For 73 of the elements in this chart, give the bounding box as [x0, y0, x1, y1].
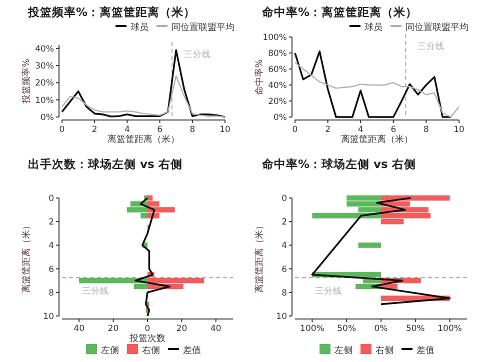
- x-tick-label: 0: [59, 125, 65, 135]
- ref-line-label: 三分线: [315, 286, 342, 297]
- x-tick-label: 20: [108, 324, 119, 334]
- y-tick-label: 0: [48, 194, 54, 204]
- x-tick-label: 20: [176, 324, 188, 334]
- x-tick-label: 0: [144, 324, 150, 334]
- x-tick-label: 40: [210, 324, 222, 334]
- y-tick-label: 10: [276, 312, 287, 322]
- x-axis-title: 离篮筐距离（米）: [341, 134, 413, 145]
- ref-line-label: 三分线: [418, 41, 445, 52]
- y-tick-label: 10%: [35, 96, 54, 106]
- legend-label: 右侧: [142, 345, 160, 356]
- ref-line-label: 三分线: [82, 286, 109, 297]
- y-tick-label: 2: [282, 218, 287, 228]
- x-tick-label: 8: [423, 125, 429, 135]
- x-tick-label: 6: [157, 125, 163, 135]
- x-tick-label: 10: [454, 125, 464, 135]
- y-tick-label: 40%: [268, 81, 287, 91]
- legend-label: 左侧: [334, 345, 352, 356]
- y-axis-title: 命中率%: [254, 58, 265, 95]
- x-tick-label: 10: [220, 125, 230, 135]
- y-tick-label: 30%: [35, 62, 54, 72]
- legend-label: 球员: [364, 22, 382, 33]
- y-tick-label: 0: [282, 194, 287, 204]
- x-tick-label: 0%: [374, 324, 388, 334]
- chart-title: 出手次数：球场左侧 vs 右侧: [28, 157, 182, 171]
- chart-title: 命中率%：球场左侧 vs 右侧: [261, 157, 416, 171]
- y-tick-label: 6: [282, 264, 287, 275]
- legend-label: 同位置联盟平均: [406, 22, 468, 33]
- y-tick-label: 100%: [262, 33, 287, 43]
- y-tick-label: 80%: [268, 49, 287, 59]
- line-series: [294, 50, 452, 118]
- x-tick-label: 100%: [438, 324, 462, 334]
- chart-title: 命中率%：离篮筐距离（米）: [261, 5, 418, 19]
- x-tick-label: 50%: [337, 324, 356, 334]
- x-axis-title: 离篮筐距离（米）: [108, 134, 180, 145]
- legend-label: 球员: [130, 22, 148, 33]
- y-tick-label: 10: [43, 312, 54, 322]
- legend-label: 差值: [416, 345, 434, 356]
- x-tick-label: 4: [358, 125, 364, 135]
- y-tick-label: 20%: [268, 97, 287, 107]
- y-axis-title: 离篮筐距离（米）: [254, 221, 265, 293]
- x-tick-label: 2: [92, 125, 98, 135]
- legend-label: 同位置联盟平均: [172, 22, 234, 33]
- y-axis-title: 离篮筐距离（米）: [21, 221, 32, 293]
- y-tick-label: 0%: [40, 113, 54, 123]
- x-tick-label: 100%: [300, 324, 324, 334]
- y-tick-label: 60%: [268, 65, 287, 75]
- y-tick-label: 8: [48, 288, 54, 298]
- x-tick-label: 0: [292, 125, 298, 135]
- x-tick-label: 8: [190, 125, 196, 135]
- y-tick-label: 8: [282, 288, 287, 298]
- y-axis-title: 投篮频率%: [21, 58, 32, 104]
- y-tick-label: 40%: [35, 44, 54, 54]
- x-tick-label: 50%: [406, 324, 425, 334]
- y-tick-label: 4: [282, 241, 287, 252]
- x-tick-label: 4: [124, 125, 130, 135]
- y-tick-label: 4: [48, 241, 54, 252]
- bar: [358, 242, 381, 248]
- y-tick-label: 6: [48, 264, 54, 275]
- x-tick-label: 40: [74, 324, 85, 334]
- y-tick-label: 20%: [35, 78, 54, 89]
- legend-label: 右侧: [376, 345, 394, 356]
- line-series: [61, 49, 226, 118]
- legend-label: 左侧: [101, 345, 119, 356]
- y-tick-label: 2: [48, 218, 54, 228]
- chart-title: 投篮频率%：离篮筐距离（米）: [27, 5, 196, 19]
- legend-label: 差值: [183, 345, 201, 356]
- x-tick-label: 6: [390, 125, 396, 135]
- y-tick-label: 0%: [274, 113, 287, 123]
- x-axis-title: 投篮次数: [128, 333, 166, 344]
- ref-line-label: 三分线: [184, 49, 212, 60]
- x-tick-label: 2: [325, 125, 331, 135]
